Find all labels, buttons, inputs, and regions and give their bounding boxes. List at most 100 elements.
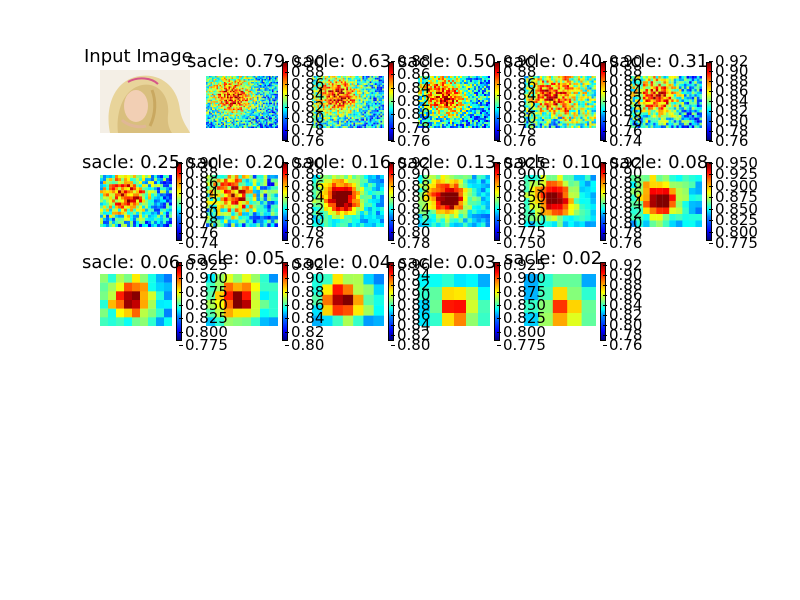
colorbar-tick-label: 0.84 — [390, 200, 431, 218]
colorbar-12 — [282, 262, 288, 341]
heatmap-6 — [206, 175, 278, 227]
panel-title-1: sacle: 0.63 — [293, 51, 392, 72]
colorbar-tick-label: 0.92 — [284, 256, 325, 274]
colorbar-tick-label: 0.84 — [602, 82, 643, 100]
colorbar-tick-label: 0.82 — [708, 102, 749, 120]
colorbar-tick-label: 0.84 — [284, 309, 325, 327]
colorbar-tick-label: 0.90 — [390, 165, 431, 183]
colorbar-tick-label: 0.74 — [602, 132, 643, 150]
panel-title-0: sacle: 0.79 — [187, 51, 286, 72]
panel-title-6: sacle: 0.20 — [187, 152, 286, 173]
colorbar-13 — [388, 262, 394, 341]
heatmap-15 — [524, 274, 596, 326]
colorbar-tick-label: 0.84 — [284, 86, 325, 104]
colorbar-tick-label: 0.900 — [497, 269, 546, 287]
colorbar-tick-label: 0.850 — [709, 200, 758, 218]
colorbar-tick-label: 0.90 — [496, 52, 537, 70]
colorbar-tick-label: 0.92 — [390, 276, 431, 294]
colorbar-2 — [494, 62, 500, 141]
colorbar-tick-label: 0.875 — [179, 283, 228, 301]
colorbar-tick-label: 0.82 — [284, 98, 325, 116]
colorbar-tick-label: 0.86 — [602, 72, 643, 90]
colorbar-tick-label: 0.875 — [709, 188, 758, 206]
colorbar-tick-label: 0.80 — [284, 336, 325, 354]
colorbar-tick-label: 0.80 — [284, 211, 325, 229]
colorbar-tick-label: 0.90 — [284, 154, 325, 172]
colorbar-tick-label: 0.775 — [709, 234, 758, 252]
colorbar-tick-label: 0.90 — [284, 269, 325, 287]
colorbar-0 — [282, 62, 288, 141]
heatmap-11 — [100, 274, 172, 326]
colorbar-tick-label: 0.775 — [179, 336, 228, 354]
colorbar-tick-label: 0.92 — [390, 154, 431, 172]
colorbar-tick-label: 0.850 — [179, 296, 228, 314]
colorbar-tick-label: 0.82 — [390, 211, 431, 229]
colorbar-tick-label: 0.88 — [602, 62, 643, 80]
panel-title-10: sacle: 0.08 — [610, 152, 709, 173]
heatmap-3 — [524, 76, 596, 128]
colorbar-tick-label: 0.84 — [602, 296, 643, 314]
colorbar-tick-label: 0.80 — [602, 214, 643, 232]
colorbar-tick-label: 0.86 — [602, 286, 643, 304]
heatmap-7 — [312, 175, 384, 227]
heatmap-8 — [418, 175, 490, 227]
colorbar-tick-label: 0.84 — [178, 184, 219, 202]
colorbar-15 — [600, 262, 606, 341]
colorbar-tick-label: 0.82 — [602, 204, 643, 222]
colorbar-tick-label: 0.88 — [496, 63, 537, 81]
panel-title-8: sacle: 0.13 — [398, 152, 497, 173]
colorbar-tick-label: 0.78 — [496, 121, 537, 139]
panel-title-12: sacle: 0.05 — [187, 248, 286, 269]
colorbar-tick-label: 0.800 — [497, 323, 546, 341]
colorbar-tick-label: 0.90 — [284, 52, 325, 70]
heatmap-9 — [524, 175, 596, 227]
colorbar-tick-label: 0.86 — [390, 65, 431, 83]
colorbar-10 — [706, 162, 712, 241]
colorbar-5 — [176, 162, 182, 241]
colorbar-tick-label: 0.80 — [602, 316, 643, 334]
colorbar-tick-label: 0.76 — [284, 234, 325, 252]
colorbar-tick-label: 0.84 — [284, 188, 325, 206]
colorbar-tick-label: 0.88 — [390, 296, 431, 314]
heatmap-1 — [312, 76, 384, 128]
colorbar-tick-label: 0.80 — [496, 109, 537, 127]
colorbar-11 — [176, 262, 182, 341]
colorbar-tick-label: 0.88 — [602, 276, 643, 294]
colorbar-tick-label: 0.86 — [390, 188, 431, 206]
colorbar-tick-label: 0.76 — [178, 224, 219, 242]
colorbar-tick-label: 0.86 — [178, 174, 219, 192]
colorbar-tick-label: 0.76 — [284, 132, 325, 150]
colorbar-tick-label: 0.88 — [284, 165, 325, 183]
colorbar-tick-label: 0.825 — [709, 211, 758, 229]
colorbar-tick-label: 0.84 — [708, 92, 749, 110]
colorbar-tick-label: 0.80 — [178, 204, 219, 222]
colorbar-tick-label: 0.76 — [708, 132, 749, 150]
panel-title-7: sacle: 0.16 — [293, 152, 392, 173]
colorbar-tick-label: 0.78 — [284, 223, 325, 241]
panel-title-3: sacle: 0.40 — [504, 51, 603, 72]
colorbar-tick-label: 0.92 — [602, 256, 643, 274]
colorbar-tick-label: 0.90 — [602, 266, 643, 284]
panel-title-11: sacle: 0.06 — [82, 252, 181, 273]
colorbar-tick-label: 0.850 — [497, 296, 546, 314]
colorbar-tick-label: 0.90 — [390, 286, 431, 304]
colorbar-tick-label: 0.86 — [708, 82, 749, 100]
colorbar-tick-label: 0.76 — [602, 336, 643, 354]
colorbar-tick-label: 0.86 — [284, 296, 325, 314]
colorbar-tick-label: 0.925 — [709, 165, 758, 183]
colorbar-tick-label: 0.74 — [178, 234, 219, 252]
colorbar-tick-label: 0.82 — [602, 92, 643, 110]
colorbar-tick-label: 0.950 — [709, 154, 758, 172]
colorbar-tick-label: 0.82 — [496, 98, 537, 116]
colorbar-tick-label: 0.86 — [390, 306, 431, 324]
colorbar-tick-label: 0.82 — [390, 92, 431, 110]
colorbar-tick-label: 0.850 — [497, 188, 546, 206]
heatmap-10 — [630, 175, 702, 227]
colorbar-tick-label: 0.76 — [602, 234, 643, 252]
colorbar-tick-label: 0.86 — [496, 75, 537, 93]
colorbar-tick-label: 0.86 — [284, 177, 325, 195]
colorbar-tick-label: 0.86 — [602, 184, 643, 202]
colorbar-tick-label: 0.82 — [284, 200, 325, 218]
heatmap-0 — [206, 76, 278, 128]
colorbar-tick-label: 0.96 — [390, 256, 431, 274]
